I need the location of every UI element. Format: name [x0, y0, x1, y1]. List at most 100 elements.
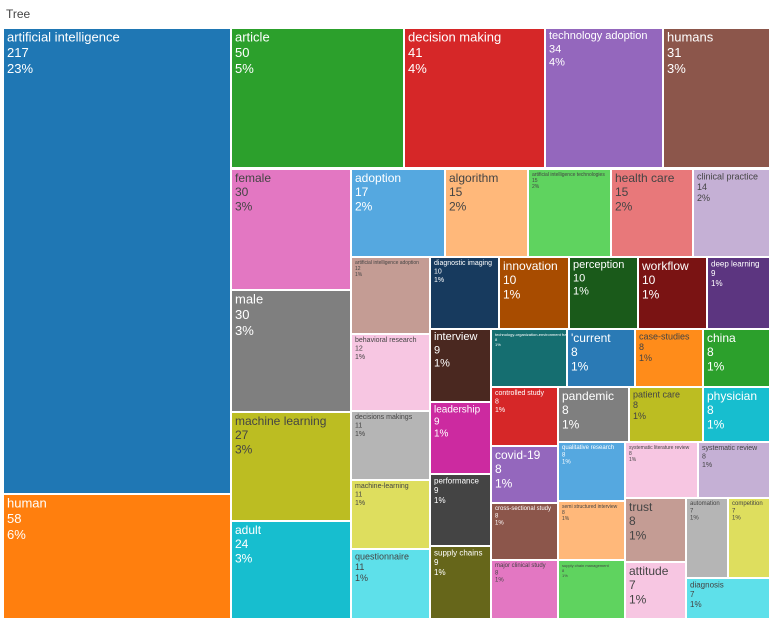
tile-value: 12	[355, 345, 363, 352]
tile-label: behavioral research	[355, 337, 417, 344]
tile-label: systematic literature review	[629, 445, 690, 451]
tile-value: 24	[235, 537, 249, 551]
tile	[568, 330, 634, 386]
tile-value: 34	[549, 43, 561, 55]
tile-share: 1%	[355, 354, 365, 361]
tile-label: semi structured interview	[562, 504, 618, 510]
tile-share: 1%	[495, 477, 513, 491]
tile-label: artificial intelligence	[7, 30, 120, 45]
tile-label: leadership	[434, 404, 481, 415]
tile-share: 1%	[633, 411, 646, 421]
tile-label: decisions makings	[355, 414, 413, 421]
tile-label: artificial intelligence adoption	[355, 260, 419, 266]
tile-value: 8	[571, 345, 578, 359]
tile-share: 1%	[434, 277, 444, 284]
tile-value: 27	[235, 428, 249, 442]
tile-label: interview	[434, 331, 477, 343]
tile	[708, 258, 769, 328]
tile-value: 9	[434, 558, 439, 567]
tile-label: attitude	[629, 564, 669, 578]
tile-label: competition	[732, 501, 763, 507]
tile-value: 11	[355, 562, 364, 572]
tile-value: 8	[495, 398, 499, 405]
tile-label: china	[707, 331, 736, 345]
tile-share: 1%	[707, 418, 725, 432]
tile-share: 1%	[562, 418, 580, 432]
tile-label: adoption	[355, 171, 401, 185]
tile-share: 1%	[434, 358, 450, 370]
tile-share: 3%	[235, 552, 253, 566]
tile-share: 1%	[707, 360, 725, 374]
tile	[546, 29, 662, 167]
tile-value: 11	[355, 491, 362, 498]
tile-value: 10	[503, 273, 517, 287]
tile	[729, 499, 769, 577]
tile-value: 30	[235, 307, 249, 322]
tile-label: diagnostic imaging	[434, 260, 492, 267]
tile	[492, 330, 566, 386]
tile	[431, 547, 490, 618]
tile	[636, 330, 702, 386]
tile	[630, 388, 702, 441]
tile-label: diagnosis	[690, 581, 724, 590]
tile-share: 1%	[495, 578, 504, 584]
tile-share: 3%	[235, 443, 253, 457]
tile	[529, 170, 610, 256]
tile-share: 1%	[629, 457, 637, 463]
tile	[500, 258, 568, 328]
tile-share: 1%	[702, 462, 712, 469]
tile-share: 2%	[615, 200, 633, 214]
tile-share: 1%	[732, 516, 741, 522]
tile-label: 'current	[571, 331, 611, 345]
tile-share: 1%	[690, 516, 699, 522]
tile-label: technology-organization-environment fram…	[495, 332, 581, 337]
tile	[492, 388, 557, 445]
tile-value: 8	[562, 403, 569, 417]
tile-label: technology adoption	[549, 30, 647, 42]
tile	[704, 388, 769, 441]
tile-value: 8	[707, 345, 714, 359]
tile-share: 1%	[495, 342, 501, 347]
tile	[4, 495, 230, 618]
tile-share: 4%	[549, 57, 565, 69]
tile-share: 1%	[495, 407, 505, 414]
tile-share: 2%	[532, 184, 540, 190]
tile-value: 9	[434, 344, 440, 356]
tile-label: algorithm	[449, 171, 498, 185]
tile-value: 50	[235, 45, 249, 60]
tile-value: 8	[562, 568, 565, 573]
tile-value: 9	[434, 416, 440, 427]
tile-value: 8	[629, 451, 632, 457]
tile	[352, 550, 429, 618]
tile-value: 8	[562, 510, 565, 516]
tile-label: male	[235, 292, 263, 307]
tile	[431, 403, 490, 473]
tile-value: 9	[434, 486, 439, 495]
tile	[405, 29, 544, 167]
tile-value: 9	[711, 269, 716, 278]
tile-share: 1%	[573, 286, 589, 298]
tile-label: adult	[235, 523, 262, 537]
tile-share: 3%	[235, 323, 254, 338]
tile-label: patient care	[633, 389, 680, 399]
